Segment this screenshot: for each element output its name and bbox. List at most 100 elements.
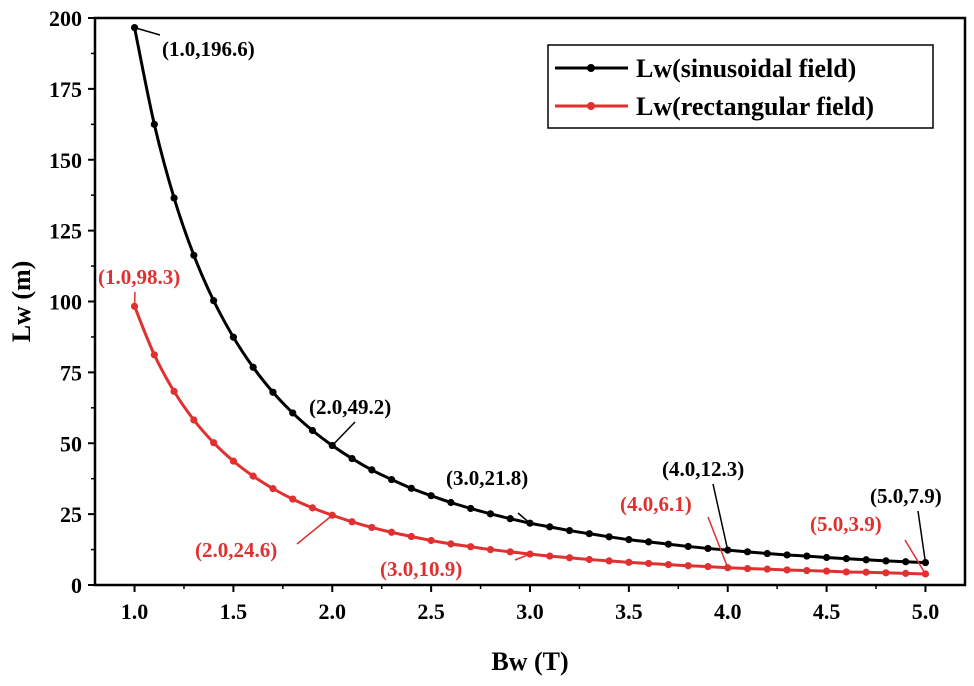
data-point-rectangular [210,439,218,447]
data-point-rectangular [803,566,811,575]
data-point-sinusoidal [743,548,752,556]
data-point-sinusoidal [170,194,178,202]
data-point-rectangular [645,559,653,568]
data-point-rectangular [348,518,356,526]
data-point-sinusoidal [664,540,673,548]
data-point-rectangular [229,457,238,465]
data-point-sinusoidal [625,536,633,544]
data-point-sinusoidal [447,498,455,507]
data-point-rectangular [862,568,870,576]
data-point-rectangular [724,564,732,572]
data-point-sinusoidal [467,504,475,513]
data-point-rectangular [664,560,673,569]
annotation-leader [134,26,161,36]
data-point-rectangular [546,552,554,560]
data-point-sinusoidal [210,297,218,305]
x-tick-label: 5.0 [912,599,940,624]
data-point-sinusoidal [882,557,890,565]
annotation-leader [917,510,927,563]
data-point-rectangular [842,568,850,576]
data-point-rectangular [249,472,257,480]
data-point-sinusoidal [862,556,870,564]
legend-label-rectangular: Lw(rectangular field) [636,92,874,121]
data-point-sinusoidal [289,409,297,417]
data-point-sinusoidal [605,533,613,541]
data-point-rectangular [368,523,376,532]
y-axis-title: Lw (m) [7,261,36,343]
data-point-rectangular [625,558,633,566]
data-point-sinusoidal [684,542,692,551]
y-tick-label: 150 [49,148,82,173]
data-point-sinusoidal [229,333,238,341]
y-tick-label: 75 [60,360,82,385]
data-point-sinusoidal [565,526,574,535]
data-label: (3.0,21.8) [446,466,528,490]
x-tick-label: 4.5 [813,599,841,624]
data-point-sinusoidal [902,558,910,566]
data-point-rectangular [605,557,613,565]
data-point-rectangular [308,504,317,512]
y-tick-label: 100 [49,290,82,315]
data-point-sinusoidal [190,251,198,259]
annotation-leader [296,514,333,545]
annotation-leader [904,539,927,575]
y-tick-label: 200 [49,6,82,31]
annotation-leader [707,516,729,568]
y-tick-label: 50 [60,431,82,456]
data-point-sinusoidal [249,363,257,371]
data-point-sinusoidal [130,24,139,32]
data-point-rectangular [763,565,771,573]
data-label: (5.0,7.9) [870,484,942,508]
data-point-sinusoidal [506,515,514,523]
data-point-rectangular [289,495,297,503]
data-point-sinusoidal [763,549,771,558]
data-point-rectangular [704,562,712,571]
data-point-sinusoidal [783,551,791,559]
annotation-leader [517,512,531,524]
legend-marker-rectangular [587,102,595,110]
data-point-sinusoidal [368,466,376,474]
data-point-sinusoidal [921,559,930,567]
data-label: (4.0,6.1) [620,492,692,516]
x-axis-title: Bw (T) [491,647,568,676]
x-tick-label: 1.5 [220,599,248,624]
x-tick-label: 2.5 [417,599,445,624]
data-point-rectangular [150,351,158,359]
data-point-rectangular [427,536,435,545]
data-point-sinusoidal [150,120,158,128]
data-point-rectangular [130,302,139,310]
data-point-sinusoidal [842,555,850,563]
data-label: (3.0,10.9) [380,557,462,581]
data-point-rectangular [743,564,752,573]
data-point-sinusoidal [486,510,495,518]
legend-marker-sinusoidal [587,64,595,72]
y-tick-label: 0 [71,573,82,598]
data-point-rectangular [486,545,495,554]
data-point-sinusoidal [704,544,712,553]
data-point-rectangular [407,532,415,541]
data-point-rectangular [783,566,791,574]
data-point-rectangular [467,543,475,551]
y-tick-label: 125 [49,219,82,244]
data-point-sinusoidal [645,538,653,546]
x-tick-label: 3.5 [615,599,643,624]
data-label: (2.0,49.2) [309,395,391,419]
data-label: (1.0,98.3) [98,265,180,289]
annotation-leader [331,421,356,447]
data-point-rectangular [387,528,396,536]
data-point-rectangular [190,416,198,424]
data-label: (5.0,3.9) [810,512,882,536]
series-line-rectangular [133,305,926,576]
data-point-rectangular [447,540,455,548]
y-tick-label: 25 [60,502,82,527]
data-point-sinusoidal [387,475,396,484]
data-point-rectangular [565,554,574,562]
data-point-sinusoidal [308,426,317,435]
data-point-rectangular [585,555,593,564]
data-point-sinusoidal [822,553,831,562]
data-point-sinusoidal [585,530,593,538]
data-point-sinusoidal [348,454,356,463]
data-point-rectangular [170,387,178,395]
data-point-rectangular [902,569,910,577]
